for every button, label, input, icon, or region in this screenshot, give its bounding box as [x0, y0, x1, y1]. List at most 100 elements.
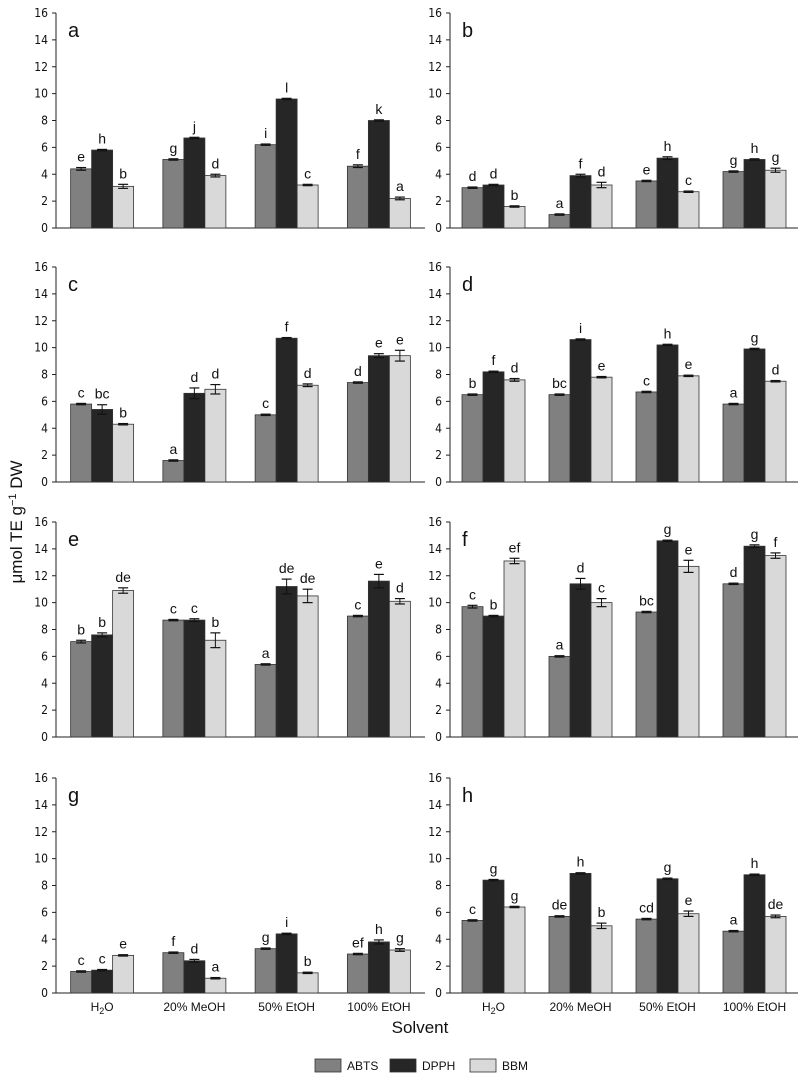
y-tick-label: 12 [34, 825, 48, 839]
significance-letter: ef [352, 934, 364, 950]
bar-dpph [743, 348, 766, 483]
y-tick-label: 16 [428, 260, 442, 274]
bar-dpph [656, 878, 679, 994]
significance-letter: d [772, 362, 780, 378]
bar-abts [722, 930, 745, 994]
y-tick-label: 16 [428, 771, 442, 785]
panel-label: a [68, 20, 80, 42]
significance-letter: d [598, 163, 606, 179]
bar-dpph [482, 184, 505, 229]
bar-dpph [482, 371, 505, 483]
y-tick-label: 10 [428, 596, 442, 610]
significance-letter: b [469, 375, 477, 391]
bar-bbm [204, 388, 227, 483]
y-tick-label: 12 [428, 314, 442, 328]
y-tick-label: 12 [34, 569, 48, 583]
bar-dpph [275, 98, 298, 229]
significance-letter: e [375, 555, 383, 571]
bar-dpph [743, 159, 766, 229]
bar-abts [254, 144, 277, 229]
y-tick-label: 8 [41, 623, 48, 637]
bar-dpph [275, 586, 298, 738]
bar-bbm [112, 423, 135, 483]
bar-bbm [677, 191, 700, 229]
bar-abts [722, 583, 745, 738]
bar-dpph [656, 157, 679, 229]
significance-letter: de [300, 570, 316, 586]
y-tick-label: 10 [34, 596, 48, 610]
significance-letter: f [774, 534, 778, 550]
panel-label: e [68, 529, 79, 551]
significance-letter: b [77, 621, 85, 637]
y-tick-label: 6 [41, 649, 48, 663]
y-tick-label: 6 [435, 649, 442, 663]
bar-bbm [764, 916, 787, 994]
y-tick-label: 6 [41, 140, 48, 154]
bar-bbm [764, 169, 787, 229]
bar-abts [548, 655, 571, 738]
significance-letter: b [598, 904, 606, 920]
bar-abts [635, 180, 658, 229]
bar-bbm [503, 206, 526, 229]
significance-letter: bc [95, 386, 110, 402]
bar-abts [461, 606, 484, 738]
y-tick-label: 16 [34, 515, 48, 529]
significance-letter: bc [552, 375, 567, 391]
bar-bbm [388, 600, 411, 738]
y-tick-label: 10 [34, 87, 48, 101]
bar-bbm [677, 565, 700, 738]
significance-letter: e [77, 149, 85, 165]
y-tick-label: 14 [428, 33, 442, 47]
bar-dpph [656, 540, 679, 738]
panel-label: f [462, 529, 468, 551]
bar-dpph [569, 175, 592, 229]
y-tick-label: 6 [41, 905, 48, 919]
bar-abts [254, 414, 277, 483]
significance-letter: d [211, 155, 219, 171]
legend-swatch [389, 1058, 417, 1073]
bar-abts [635, 611, 658, 738]
significance-letter: g [772, 149, 780, 165]
significance-letter: b [119, 405, 127, 421]
significance-letter: c [354, 596, 361, 612]
y-tick-label: 14 [34, 798, 48, 812]
y-tick-label: 2 [435, 703, 442, 717]
bar-abts [346, 382, 369, 483]
y-tick-label: 8 [41, 368, 48, 382]
significance-letter: f [356, 146, 360, 162]
y-tick-label: 0 [435, 475, 442, 489]
y-tick-label: 2 [41, 448, 48, 462]
bar-abts [461, 187, 484, 229]
significance-letter: d [396, 580, 404, 596]
bar-bbm [388, 949, 411, 994]
bar-abts [162, 460, 185, 483]
significance-letter: d [511, 360, 519, 376]
significance-letter: f [171, 933, 175, 949]
y-tick-label: 0 [41, 221, 48, 235]
significance-letter: b [511, 187, 519, 203]
y-tick-label: 0 [41, 986, 48, 1000]
x-tick-label: 100% EtOH [723, 1000, 786, 1014]
y-tick-label: 2 [41, 194, 48, 208]
bar-abts [346, 165, 369, 229]
significance-letter: c [469, 901, 476, 917]
y-tick-label: 14 [428, 542, 442, 556]
significance-letter: i [264, 125, 267, 141]
y-tick-label: 2 [41, 959, 48, 973]
legend-swatch [469, 1058, 497, 1073]
bar-dpph [367, 355, 390, 483]
panel-label: b [462, 20, 473, 42]
significance-letter: de [115, 569, 131, 585]
legend-item-abts: ABTS [314, 1058, 378, 1073]
legend-label: BBM [502, 1059, 528, 1073]
significance-letter: de [552, 897, 568, 913]
bar-dpph [183, 960, 206, 994]
bar-dpph [367, 941, 390, 994]
significance-letter: g [730, 152, 738, 168]
significance-letter: e [685, 892, 693, 908]
y-tick-label: 2 [41, 703, 48, 717]
bar-abts [461, 920, 484, 994]
y-tick-label: 14 [428, 287, 442, 301]
